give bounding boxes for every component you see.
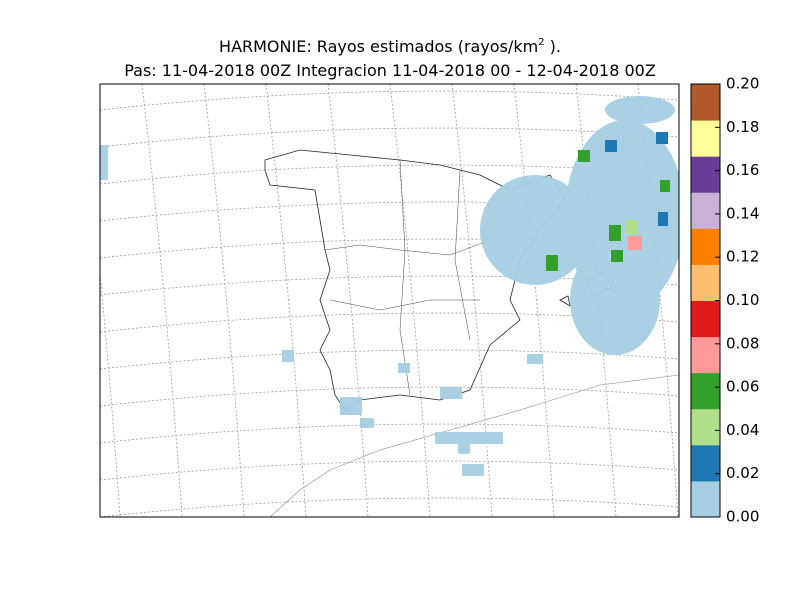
meridian [327, 84, 369, 517]
parallel [100, 127, 679, 148]
colorbar-tick-label: 0.14 [726, 204, 759, 222]
colorbar-tick-label: 0.20 [726, 75, 759, 93]
meridian [762, 84, 800, 517]
title-line1: HARMONIE: Rayos estimados (rayos/km2 ). [219, 37, 561, 56]
meridian [451, 84, 493, 517]
map [18, 84, 800, 554]
colorbar-segment [691, 264, 720, 301]
title-line2: Pas: 11-04-2018 00Z Integracion 11-04-20… [124, 61, 656, 80]
meridian [265, 84, 307, 517]
title-end: ). [545, 37, 561, 56]
parallel [100, 238, 679, 259]
meridian [141, 84, 183, 517]
colorbar-segment [691, 336, 720, 374]
colorbar-tick-label: 0.08 [726, 334, 759, 352]
region-borders [324, 159, 491, 396]
colorbar-segment [691, 192, 720, 229]
meridian [513, 84, 555, 517]
colorbar-tick-label: 0.06 [726, 378, 759, 396]
africa-coast [269, 374, 679, 517]
colorbar-segment [691, 156, 720, 193]
parallel [100, 312, 679, 333]
colorbar-segment [691, 228, 720, 265]
title-text: HARMONIE: Rayos estimados (rayos/km [219, 37, 538, 56]
parallel [100, 201, 679, 222]
colorbar-tick-label: 0.12 [726, 248, 759, 266]
colorbar-tick-label: 0.04 [726, 421, 759, 439]
parallel [100, 275, 679, 296]
colorbar-tick-label: 0.16 [726, 161, 759, 179]
parallel [100, 90, 679, 111]
colorbar-segment [691, 84, 720, 121]
colorbar-tick-label: 0.10 [726, 291, 759, 309]
colorbar: 0.00 0.02 0.04 0.06 0.08 0.10 0.12 0.14 0.16 0.18… [690, 75, 759, 526]
colorbar-segment [691, 480, 720, 518]
parallel [100, 164, 679, 185]
lightning-high [546, 132, 670, 271]
parallel [100, 535, 679, 554]
lightning-areas [100, 96, 679, 476]
colorbar-segment [691, 372, 720, 410]
colorbar-tick-label: 0.18 [726, 118, 759, 136]
parallel [100, 460, 679, 481]
parallel [100, 497, 679, 517]
meridian [203, 84, 245, 517]
map-frame [99, 83, 680, 518]
colorbar-tick-label: 0.02 [726, 464, 759, 482]
meridian [389, 84, 431, 517]
parallel [100, 349, 679, 370]
parallel [100, 423, 679, 444]
colorbar-segment [691, 300, 720, 338]
title-superscript: 2 [538, 37, 544, 48]
graticule [18, 84, 800, 554]
meridian [100, 269, 121, 517]
meridian [18, 84, 58, 517]
colorbar-tick-label: 0.00 [726, 508, 759, 526]
parallel [100, 386, 679, 407]
colorbar-segment [691, 120, 720, 157]
meridian [637, 84, 679, 517]
colorbar-segment [691, 408, 720, 446]
colorbar-segment [691, 444, 720, 482]
